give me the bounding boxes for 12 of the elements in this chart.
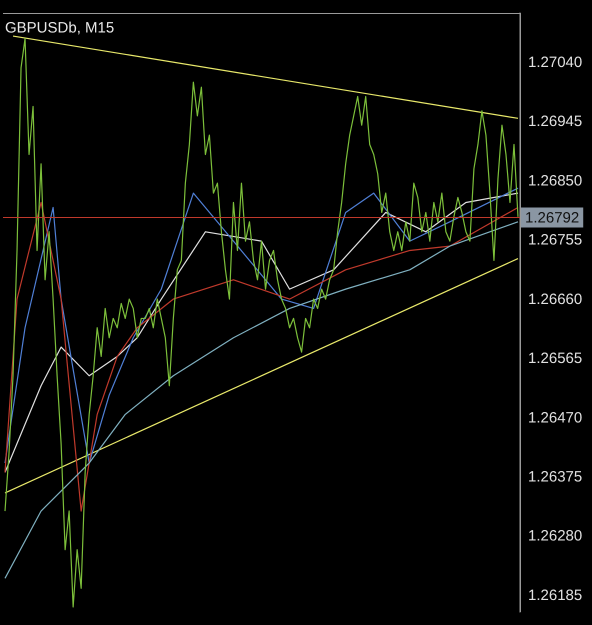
y-tick-label: 1.26470: [528, 409, 582, 426]
text: GBPUSDb, M15: [5, 20, 114, 37]
y-tick-label: 1.26945: [528, 113, 582, 130]
ref-line-label: 1.26792: [525, 210, 580, 227]
y-tick-label: 1.26755: [528, 232, 582, 249]
y-tick-label: 1.26280: [528, 528, 582, 545]
y-tick-label: 1.26375: [528, 468, 582, 486]
y-tick-label: 1.26660: [528, 290, 582, 308]
y-tick-label: 1.26565: [528, 350, 582, 368]
y-tick-label: 1.26850: [528, 172, 582, 190]
y-tick-label: 1.26185: [528, 586, 582, 604]
y-tick-label: 1.27040: [528, 54, 582, 72]
